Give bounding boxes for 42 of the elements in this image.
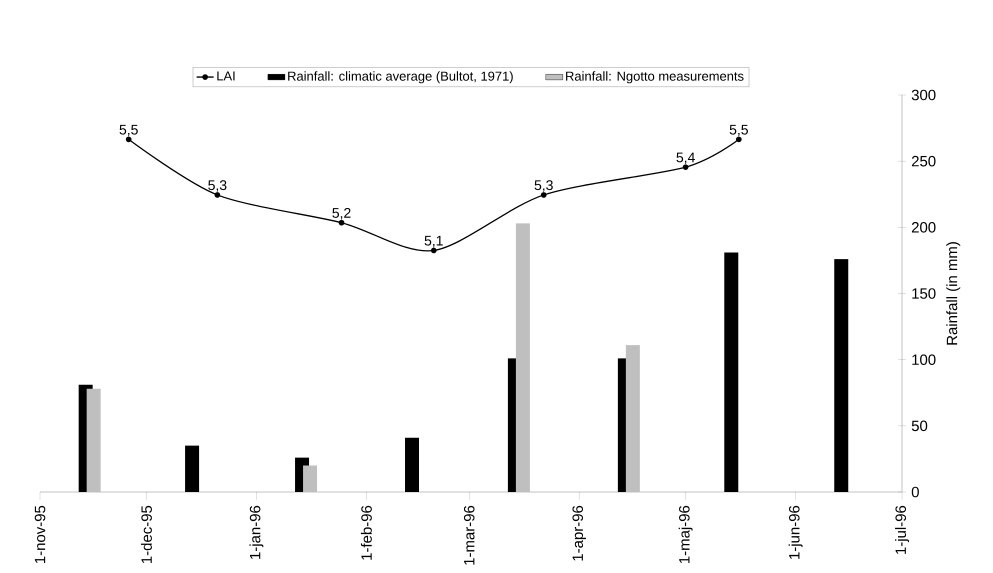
point [214, 192, 220, 198]
x-tick-label: 1-apr-96 [572, 506, 586, 561]
point [736, 136, 742, 142]
bar [303, 466, 318, 492]
x-tick-label: 1-dec-95 [140, 506, 152, 564]
data-label: 5,3 [208, 180, 226, 192]
y-tick-label: 50 [912, 420, 928, 432]
legend-label: Rainfall: Ngotto measurements [566, 71, 744, 84]
data-label: 5,2 [332, 208, 351, 220]
point [540, 192, 547, 198]
bar [834, 259, 848, 492]
bar [724, 252, 738, 492]
y-tick-label: 200 [912, 222, 936, 233]
x-tick-label: 1-jul-96 [895, 506, 909, 554]
legend-label: LAI [217, 71, 235, 80]
x-tick-label: 1-jan-96 [249, 506, 264, 559]
data-label: 5,1 [424, 236, 443, 248]
data-label: 5,5 [730, 124, 748, 136]
data-label: 5,4 [676, 152, 695, 164]
y-tick-label: 300 [912, 90, 936, 100]
point [682, 164, 688, 170]
y-tick-label: 0 [912, 486, 919, 498]
x-tick-label: 1-mar-96 [464, 506, 475, 565]
data-label: 5,5 [120, 124, 138, 136]
y-tick-label: 250 [912, 156, 936, 166]
data-label: 5,3 [534, 180, 553, 192]
bar [626, 345, 640, 492]
y-tick-label: 150 [912, 288, 936, 299]
point [338, 220, 344, 226]
bar [516, 223, 530, 492]
x-tick-label: 1-feb-96 [360, 506, 372, 560]
legend-label: Rainfall: climatic average (Bultot, 1971) [288, 71, 513, 84]
bar [86, 388, 101, 492]
bar [185, 446, 200, 492]
x-tick-label: 1-jun-96 [788, 506, 803, 559]
x-tick-label: 1-maj-96 [678, 506, 693, 564]
point [126, 136, 132, 142]
x-tick-label: 1-nov-95 [34, 506, 46, 564]
bar [405, 438, 420, 492]
y-axis-title: Rainfall (in mm) [946, 242, 960, 345]
point [430, 248, 437, 254]
y-tick-label: 100 [912, 354, 936, 365]
